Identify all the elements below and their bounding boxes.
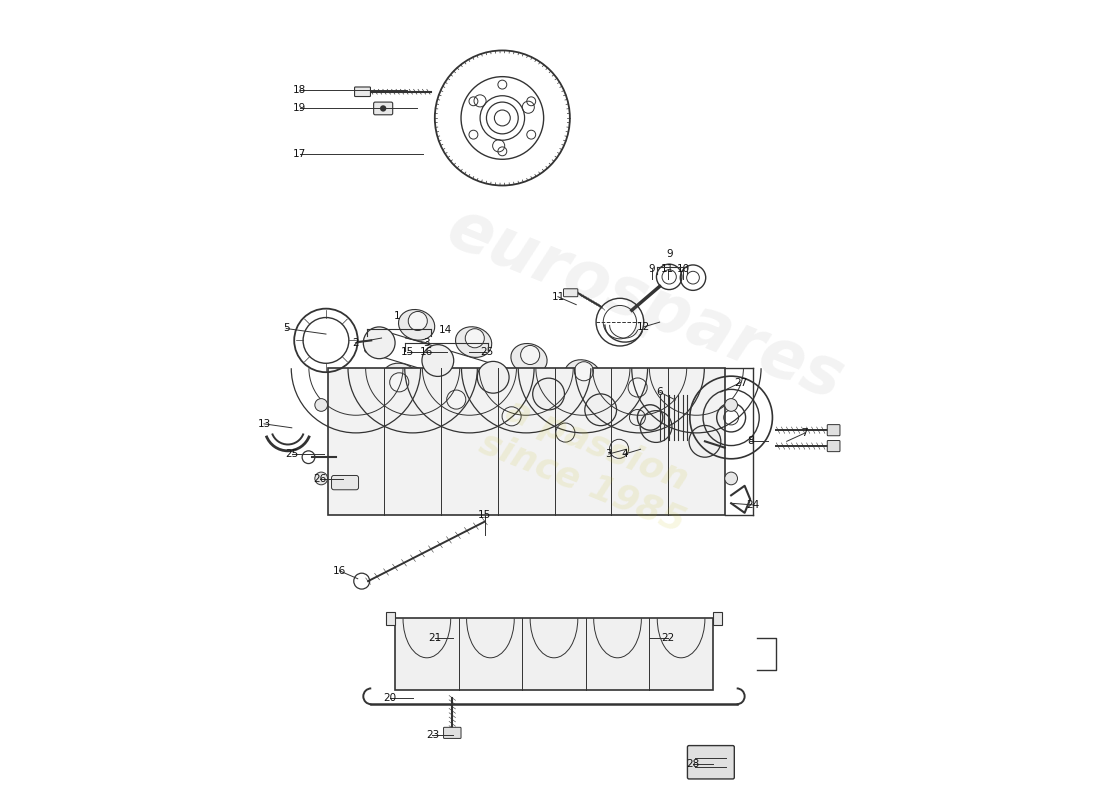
Circle shape bbox=[422, 345, 453, 377]
Circle shape bbox=[379, 106, 386, 112]
Circle shape bbox=[465, 329, 484, 348]
Text: 6: 6 bbox=[657, 387, 663, 397]
Text: 5: 5 bbox=[283, 323, 289, 334]
Circle shape bbox=[315, 472, 328, 485]
Text: 14: 14 bbox=[439, 325, 452, 335]
Text: 3: 3 bbox=[605, 449, 612, 459]
Text: 16: 16 bbox=[420, 347, 433, 358]
Text: 10: 10 bbox=[676, 264, 690, 274]
Ellipse shape bbox=[455, 326, 492, 358]
Ellipse shape bbox=[383, 363, 418, 394]
Ellipse shape bbox=[602, 430, 638, 460]
FancyBboxPatch shape bbox=[713, 612, 723, 625]
FancyBboxPatch shape bbox=[354, 87, 371, 97]
Circle shape bbox=[363, 327, 395, 358]
FancyBboxPatch shape bbox=[563, 289, 578, 297]
FancyBboxPatch shape bbox=[443, 727, 461, 738]
Text: 8: 8 bbox=[747, 436, 754, 446]
Text: 23: 23 bbox=[426, 730, 439, 740]
FancyBboxPatch shape bbox=[328, 368, 725, 515]
Text: 2: 2 bbox=[352, 338, 359, 348]
Text: 25: 25 bbox=[480, 347, 493, 358]
Text: 28: 28 bbox=[686, 759, 700, 769]
Text: 16: 16 bbox=[333, 566, 346, 576]
Circle shape bbox=[628, 378, 647, 397]
Text: 26: 26 bbox=[314, 474, 327, 485]
Text: 17: 17 bbox=[293, 149, 307, 158]
Ellipse shape bbox=[549, 414, 584, 444]
Text: 13: 13 bbox=[257, 419, 271, 429]
Text: 11: 11 bbox=[661, 264, 674, 274]
Text: 4: 4 bbox=[621, 449, 628, 459]
Text: 7: 7 bbox=[801, 428, 807, 438]
Text: 21: 21 bbox=[428, 634, 441, 643]
FancyBboxPatch shape bbox=[827, 425, 840, 436]
Text: 20: 20 bbox=[383, 693, 396, 703]
Text: 24: 24 bbox=[746, 500, 759, 510]
Text: 12: 12 bbox=[637, 322, 650, 332]
Text: 1: 1 bbox=[394, 310, 400, 321]
Text: 9: 9 bbox=[667, 249, 673, 258]
FancyBboxPatch shape bbox=[374, 102, 393, 114]
Circle shape bbox=[725, 472, 737, 485]
FancyBboxPatch shape bbox=[395, 618, 713, 690]
Text: 15: 15 bbox=[400, 347, 414, 358]
Text: 22: 22 bbox=[661, 634, 674, 643]
Circle shape bbox=[725, 398, 737, 411]
FancyBboxPatch shape bbox=[331, 475, 359, 490]
Ellipse shape bbox=[564, 360, 601, 390]
Circle shape bbox=[689, 426, 720, 457]
Text: 27: 27 bbox=[734, 378, 747, 387]
Circle shape bbox=[477, 362, 509, 393]
Text: 19: 19 bbox=[293, 102, 307, 113]
Ellipse shape bbox=[398, 310, 434, 340]
Circle shape bbox=[532, 378, 564, 410]
Circle shape bbox=[640, 410, 672, 442]
Ellipse shape bbox=[495, 397, 531, 428]
Circle shape bbox=[389, 373, 409, 392]
Ellipse shape bbox=[439, 381, 475, 411]
Circle shape bbox=[315, 398, 328, 411]
Text: 25: 25 bbox=[285, 449, 298, 459]
Circle shape bbox=[447, 390, 465, 409]
Circle shape bbox=[609, 439, 628, 458]
FancyBboxPatch shape bbox=[688, 746, 735, 779]
FancyBboxPatch shape bbox=[827, 441, 840, 452]
Circle shape bbox=[556, 423, 575, 442]
Circle shape bbox=[585, 394, 617, 426]
Text: 9: 9 bbox=[648, 264, 654, 274]
Text: 15: 15 bbox=[478, 510, 492, 520]
Text: 3: 3 bbox=[424, 338, 430, 348]
Text: eurospares: eurospares bbox=[438, 195, 852, 414]
FancyBboxPatch shape bbox=[386, 612, 395, 625]
Circle shape bbox=[520, 346, 540, 365]
Text: a passion
since 1985: a passion since 1985 bbox=[474, 389, 705, 538]
Circle shape bbox=[364, 346, 371, 353]
Circle shape bbox=[502, 406, 521, 426]
Circle shape bbox=[408, 311, 427, 330]
Text: 18: 18 bbox=[293, 85, 307, 95]
Ellipse shape bbox=[510, 343, 547, 374]
Circle shape bbox=[574, 362, 593, 381]
Ellipse shape bbox=[618, 376, 654, 406]
Text: 11: 11 bbox=[551, 292, 564, 302]
